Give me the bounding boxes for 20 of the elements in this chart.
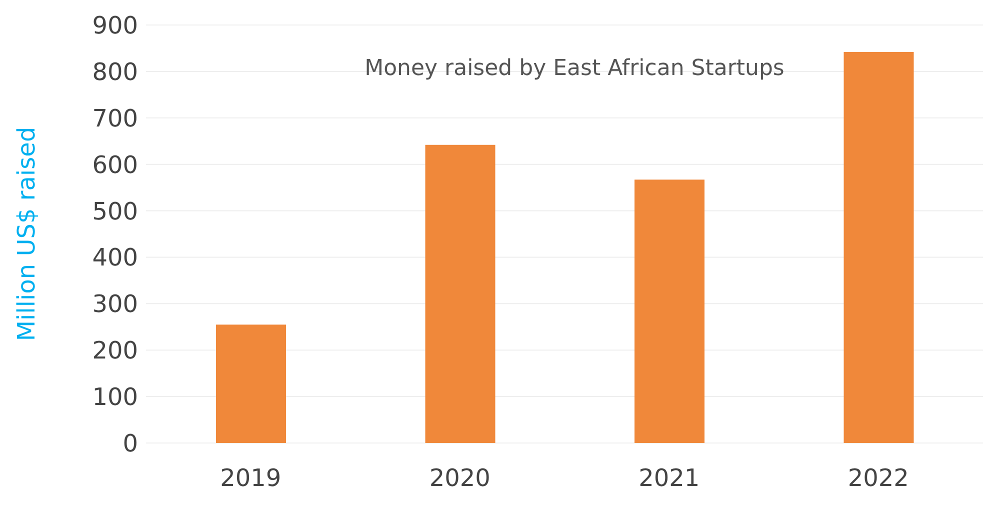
x-tick-label: 2019 — [220, 464, 282, 492]
text: Money raised by East African Startups — [364, 56, 784, 81]
bar — [634, 180, 704, 443]
y-tick-label: 700 — [92, 104, 138, 132]
x-tick-label: 2021 — [638, 464, 700, 492]
y-tick-label: 600 — [92, 150, 138, 179]
bar — [216, 324, 286, 443]
x-tick-label: 2022 — [848, 464, 909, 492]
bar — [425, 144, 496, 443]
y-tick-label: 500 — [92, 197, 138, 226]
y-axis-title: Million US$ raised — [12, 126, 41, 342]
y-tick-label: 800 — [92, 58, 138, 86]
y-tick-label: 100 — [92, 383, 138, 412]
y-tick-label: 300 — [92, 290, 138, 318]
y-tick-label: 200 — [92, 336, 138, 365]
bar — [844, 52, 914, 443]
y-tick-label: 0 — [122, 430, 138, 458]
x-tick-label: 2020 — [429, 464, 490, 492]
y-tick-label: 900 — [92, 12, 138, 40]
y-tick-label: 400 — [92, 244, 138, 272]
